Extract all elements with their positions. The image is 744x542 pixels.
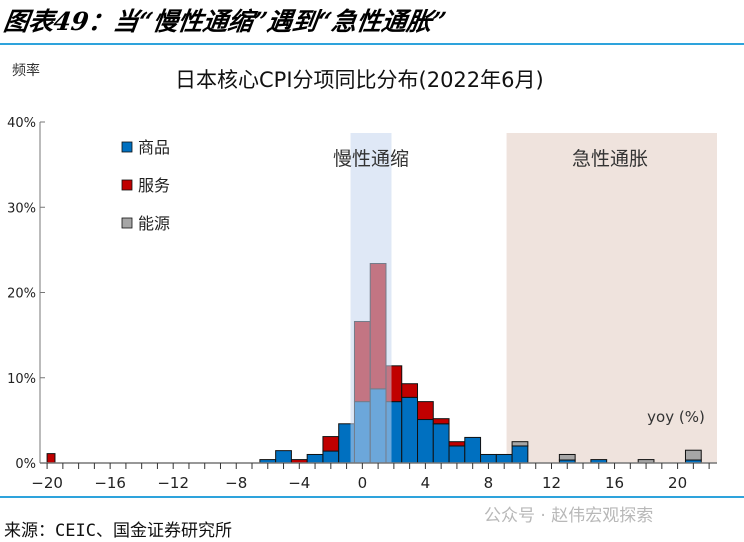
legend-label: 商品 (138, 138, 170, 157)
top-rule (0, 43, 744, 45)
x-tick-label: 8 (484, 474, 494, 492)
bar-goods (401, 396, 419, 464)
bar-goods (448, 445, 466, 464)
x-tick-label: −8 (225, 474, 247, 492)
x-axis-label: yoy (%) (647, 408, 705, 426)
y-axis-label: 频率 (12, 63, 40, 79)
y-tick-label: 20% (7, 287, 36, 302)
bottom-rule (0, 496, 744, 498)
bar-energy (684, 449, 702, 461)
y-tick-label: 0% (15, 457, 36, 472)
x-tick-label: −12 (157, 474, 189, 492)
bar-services (432, 418, 450, 425)
x-tick-label: 16 (605, 474, 624, 492)
x-tick-label: 12 (542, 474, 561, 492)
region-label: 急性通胀 (572, 148, 648, 170)
bar-goods (464, 436, 482, 464)
legend-swatch (121, 217, 133, 229)
y-tick-label: 10% (7, 372, 36, 387)
bar-services (401, 383, 419, 398)
bar-services (46, 453, 56, 464)
bar-goods (511, 445, 529, 464)
y-tick-label: 40% (7, 116, 36, 131)
legend-swatch (121, 179, 133, 191)
bar-services (417, 401, 434, 421)
region-label: 慢性通缩 (333, 148, 409, 170)
x-tick-label: 4 (421, 474, 431, 492)
bar-energy (558, 453, 576, 461)
legend-swatch (121, 141, 133, 153)
legend-label: 服务 (138, 176, 170, 195)
x-tick-label: 0 (358, 474, 368, 492)
watermark: 公众号 · 赵伟宏观探索 (484, 506, 654, 526)
bar-goods (480, 453, 497, 464)
acute-inflation-region (506, 133, 717, 463)
bar-goods (306, 453, 324, 464)
chart-title: 日本核心CPI分项同比分布(2022年6月) (175, 68, 544, 92)
x-tick-label: −16 (94, 474, 126, 492)
bar-goods (432, 423, 450, 464)
bar-goods (322, 450, 340, 464)
x-tick-label: −20 (31, 474, 63, 492)
bar-energy (511, 441, 529, 447)
bar-goods (495, 453, 513, 464)
legend-label: 能源 (138, 214, 170, 233)
bar-goods (417, 419, 434, 464)
bar-goods (275, 450, 292, 464)
x-tick-label: −4 (288, 474, 310, 492)
source-note: 来源：CEIC、国金证券研究所 (4, 521, 232, 541)
bar-services (322, 436, 340, 452)
y-tick-label: 30% (7, 201, 36, 216)
bar-services (448, 441, 466, 447)
slow-deflation-region (350, 133, 392, 463)
x-tick-label: 20 (668, 474, 687, 492)
